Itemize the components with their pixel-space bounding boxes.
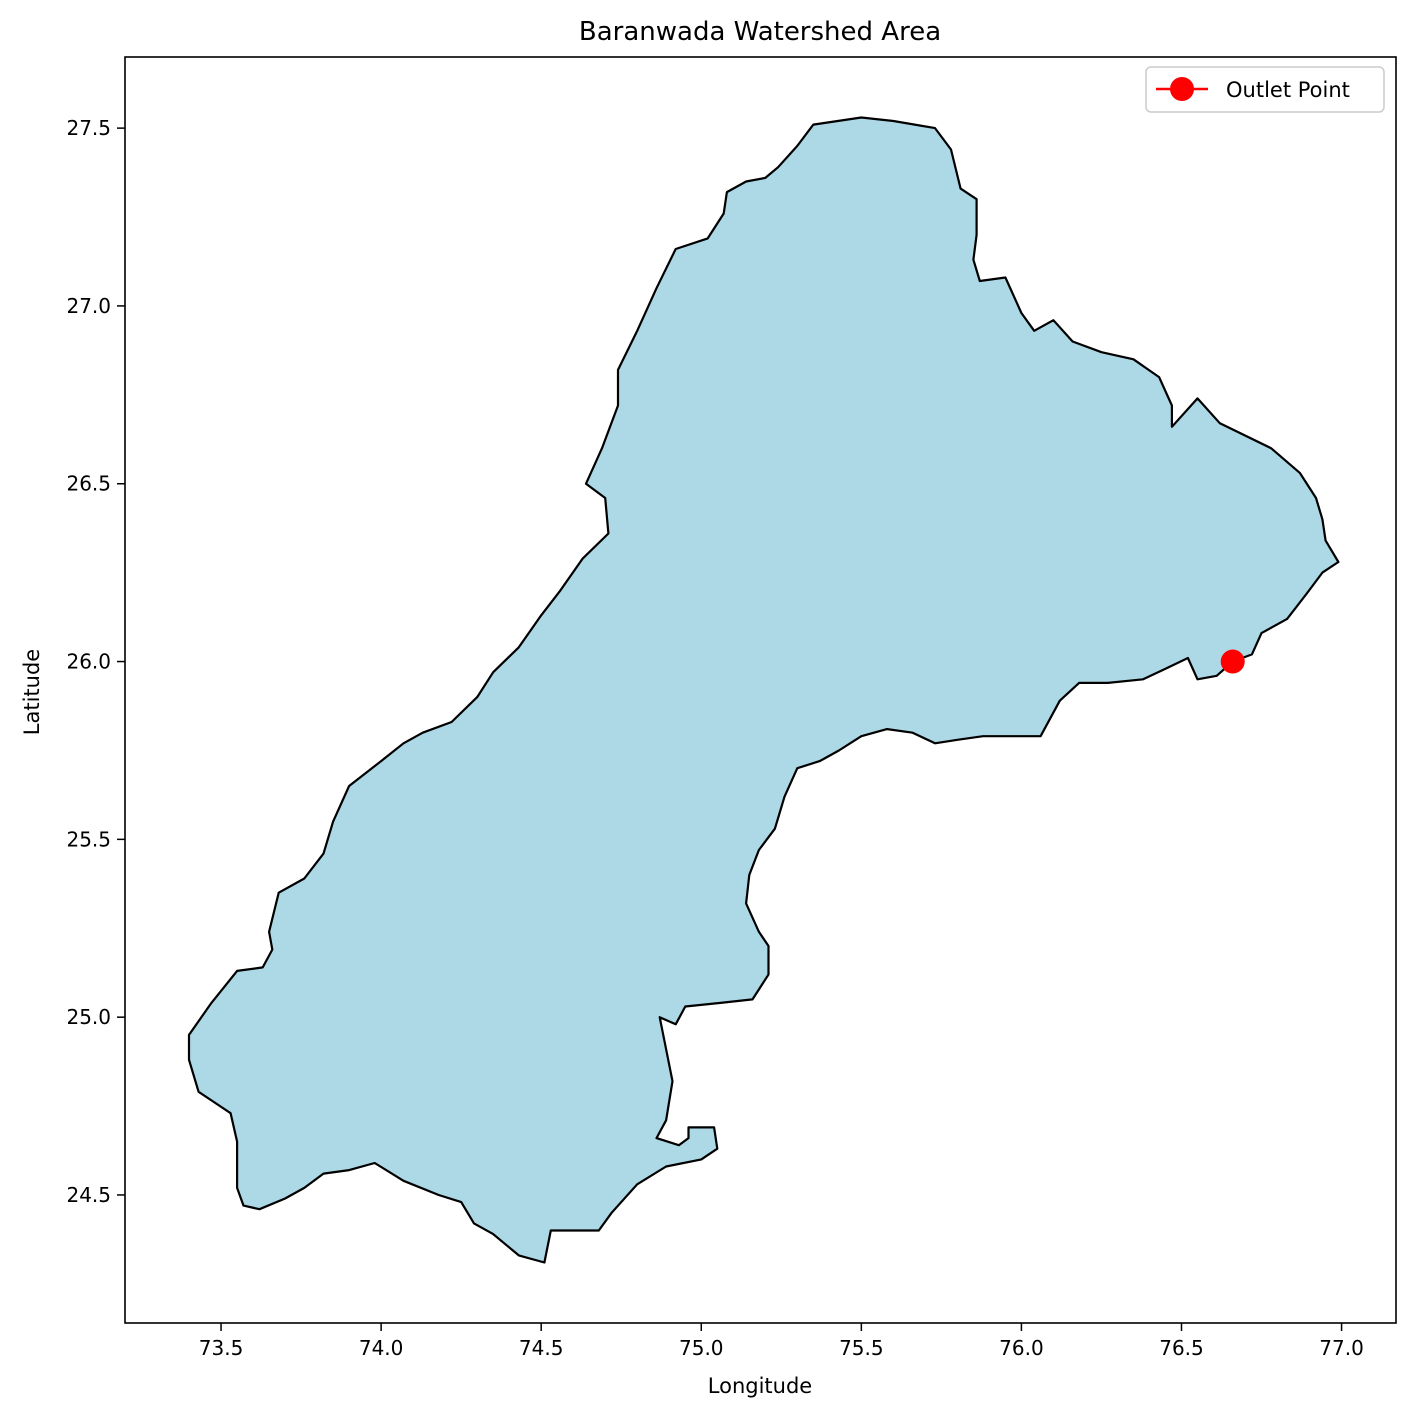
chart-title: Baranwada Watershed Area [579,17,941,47]
x-tick-label: 75.5 [839,1336,884,1360]
x-tick-label: 74.0 [359,1336,404,1360]
legend-box [1145,66,1385,113]
legend-marker-swatch [1170,77,1194,101]
outlet-series [1220,649,1245,674]
y-tick-label: 27.0 [66,294,111,318]
y-tick-label: 26.0 [66,650,111,674]
watershed-polygon [187,116,1340,1264]
y-tick-label: 25.5 [66,827,111,851]
axes-frame [124,56,1397,1324]
legend: Outlet Point [1145,66,1385,113]
plot-area [187,116,1340,1264]
x-tick-label: 74.5 [519,1336,564,1360]
y-tick-label: 25.0 [66,1005,111,1029]
x-tick-label: 76.0 [999,1336,1044,1360]
x-tick-label: 73.5 [199,1336,244,1360]
y-axis-label: Latitude [20,649,44,735]
y-tick-label: 26.5 [66,472,111,496]
y-tick-label: 27.5 [66,116,111,140]
x-tick-label: 77.0 [1319,1336,1364,1360]
x-axis-label: Longitude [708,1374,812,1398]
y-axis: 24.5 25.0 25.5 26.0 26.5 27.0 27.5 [66,116,125,1207]
y-tick-label: 24.5 [66,1183,111,1207]
x-axis: 73.5 74.0 74.5 75.0 75.5 76.0 76.5 77.0 [199,1323,1364,1360]
legend-entry-outlet-point: Outlet Point [1226,78,1350,102]
outlet-point-marker [1220,649,1245,674]
x-tick-label: 76.5 [1159,1336,1204,1360]
x-tick-label: 75.0 [679,1336,724,1360]
